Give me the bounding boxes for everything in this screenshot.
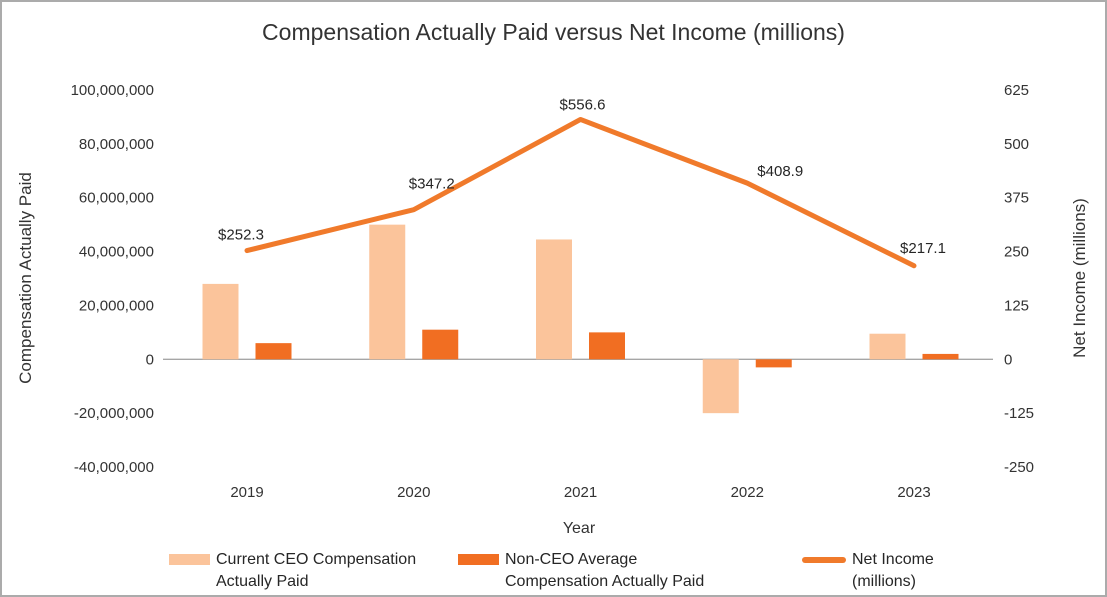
legend-item-current-ceo: Current CEO Compensation Actually Paid [169,549,444,593]
right-axis-tick: 250 [1004,244,1029,261]
net-income-data-label-2021: $556.6 [560,96,606,113]
bar-current-ceo-2023 [869,333,906,360]
bar-current-ceo-2021 [536,239,572,360]
bar-current-ceo-2020 [369,224,406,360]
left-axis-tick: 60,000,000 [79,190,154,207]
bar-non-ceo-2020 [422,329,459,360]
left-axis-tick: 0 [146,351,154,368]
right-axis-tick: 375 [1004,190,1029,207]
legend-item-net-income: Net Income (millions) [802,549,957,593]
net-income-data-label-2022: $408.9 [757,163,803,180]
legend-swatch-net-income-line [802,557,846,563]
x-axis-tick-2019: 2019 [230,484,263,501]
net-income-data-label-2019: $252.3 [218,227,264,244]
left-axis-tick: 100,000,000 [71,82,154,99]
right-axis-tick: 625 [1004,82,1029,99]
left-axis-tick: 80,000,000 [79,136,154,153]
x-axis-tick-2020: 2020 [397,484,430,501]
bar-non-ceo-2021 [589,332,625,360]
bar-non-ceo-2019 [255,343,292,360]
legend-item-non-ceo: Non-CEO Average Compensation Actually Pa… [458,549,743,593]
x-axis-tick-2023: 2023 [897,484,930,501]
net-income-data-label-2023: $217.1 [900,240,946,257]
legend-label-non-ceo: Non-CEO Average Compensation Actually Pa… [505,551,705,590]
left-axis-tick: -20,000,000 [74,405,154,422]
bar-current-ceo-2022 [702,359,739,414]
bar-non-ceo-2022 [755,359,792,368]
legend-swatch-current-ceo [169,554,210,565]
left-axis-tick: 20,000,000 [79,297,154,314]
right-axis-tick: 500 [1004,136,1029,153]
legend-label-current-ceo: Current CEO Compensation Actually Paid [216,551,417,590]
right-axis-tick: 125 [1004,297,1029,314]
right-axis-tick: -125 [1004,405,1034,422]
right-axis-tick: 0 [1004,351,1012,368]
x-axis-title: Year [562,520,596,537]
net-income-data-label-2020: $347.2 [409,176,455,193]
legend-swatch-non-ceo [458,554,499,565]
x-axis-tick-2022: 2022 [731,484,764,501]
x-axis-tick-2021: 2021 [564,484,597,501]
chart-title: Compensation Actually Paid versus Net In… [262,19,845,45]
net-income-line [244,116,917,269]
legend-label-net-income: Net Income (millions) [852,551,934,590]
bar-non-ceo-2023 [922,353,959,360]
left-axis-tick: -40,000,000 [74,459,154,476]
bar-current-ceo-2019 [202,283,239,360]
right-axis-tick: -250 [1004,459,1034,476]
left-axis-tick: 40,000,000 [79,244,154,261]
